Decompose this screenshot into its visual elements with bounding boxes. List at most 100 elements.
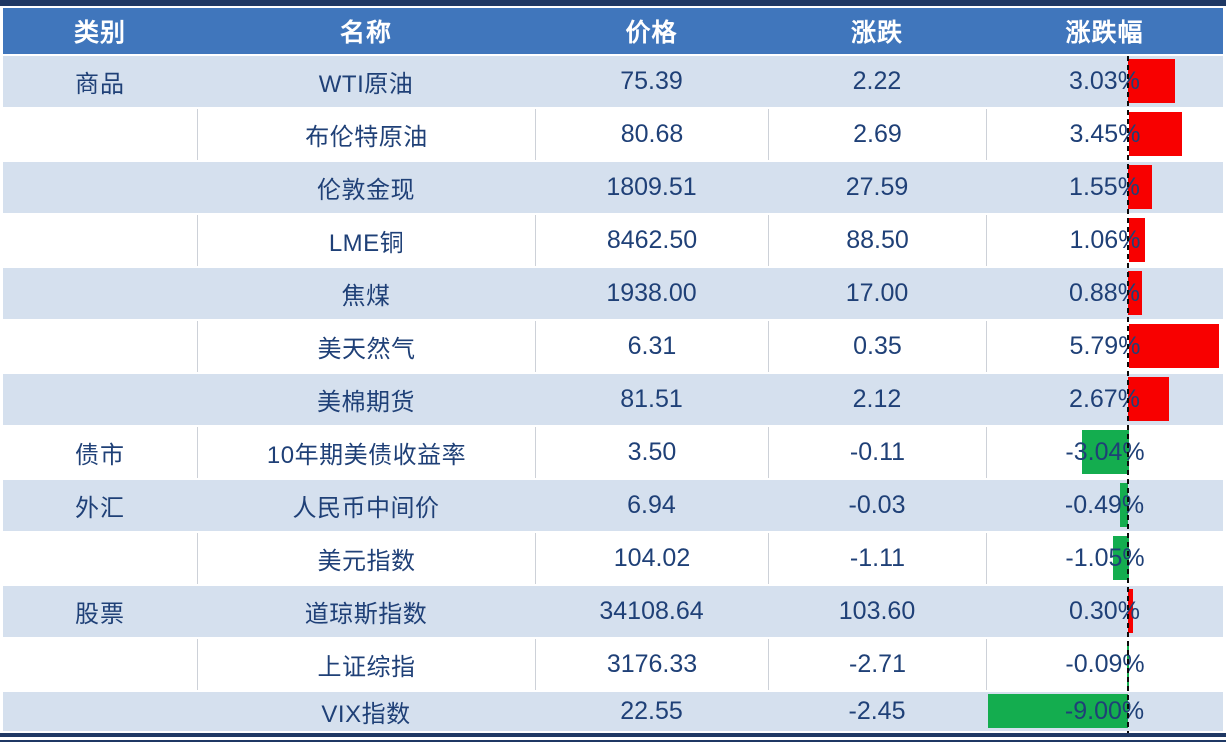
pct-value: 3.45%	[1069, 120, 1141, 148]
instrument-name: 上证综指	[317, 654, 416, 681]
name-cell: LME铜	[197, 215, 535, 266]
price-cell: 3176.33	[535, 639, 768, 690]
pct-value: 5.79%	[1069, 332, 1141, 360]
pct-value: 1.55%	[1069, 173, 1140, 201]
change-cell: 17.00	[768, 268, 986, 319]
change-value: -1.11	[849, 544, 906, 572]
name-cell: 人民币中间价	[197, 480, 535, 531]
instrument-name: WTI原油	[318, 71, 414, 98]
table-row: 债市 10年期美债收益率 3.50 -0.11 -3.04%	[3, 427, 1223, 480]
price-value: 80.68	[620, 120, 684, 148]
pct-value: -9.00%	[1064, 697, 1145, 725]
table-row: 美元指数 104.02 -1.11 -1.05%	[3, 533, 1223, 586]
table-row: LME铜 8462.50 88.50 1.06%	[3, 215, 1223, 268]
instrument-name: 焦煤	[341, 283, 391, 310]
price-value: 34108.64	[599, 597, 704, 625]
header-pct: 涨跌幅	[1065, 19, 1144, 47]
table-row: 外汇 人民币中间价 6.94 -0.03 -0.49%	[3, 480, 1223, 533]
pct-value: -1.05%	[1065, 544, 1145, 572]
change-cell: -2.71	[768, 639, 986, 690]
category-cell	[3, 692, 197, 731]
price-value: 75.39	[620, 67, 683, 95]
price-value: 1938.00	[606, 279, 697, 307]
table-row: 股票 道琼斯指数 34108.64 103.60 0.30%	[3, 586, 1223, 639]
table-body: 商品 WTI原油 75.39 2.22 3.03% 布伦特原油 80.68 2.…	[3, 56, 1223, 733]
change-cell: 0.35	[768, 321, 986, 372]
pct-value: -0.09%	[1065, 650, 1145, 678]
change-value: 2.69	[853, 120, 902, 148]
price-value: 104.02	[613, 544, 691, 572]
price-cell: 3.50	[535, 427, 768, 478]
change-data-bar	[1082, 430, 1129, 474]
change-value: 103.60	[838, 597, 916, 625]
name-cell: 美棉期货	[197, 374, 535, 425]
price-cell: 1809.51	[535, 162, 768, 213]
change-data-bar	[1129, 324, 1219, 368]
pct-cell: 3.03%	[986, 56, 1223, 107]
category-cell	[3, 162, 197, 213]
price-cell: 34108.64	[535, 586, 768, 637]
price-value: 3176.33	[606, 650, 698, 678]
price-cell: 104.02	[535, 533, 768, 584]
category-label: 商品	[75, 71, 125, 98]
change-cell: 2.12	[768, 374, 986, 425]
change-cell: 2.22	[768, 56, 986, 107]
category-cell	[3, 639, 197, 690]
name-cell: 伦敦金现	[197, 162, 535, 213]
change-value: -0.03	[848, 491, 906, 519]
pct-cell: 3.45%	[986, 109, 1223, 160]
category-cell: 股票	[3, 586, 197, 637]
price-value: 3.50	[627, 438, 677, 466]
price-cell: 8462.50	[535, 215, 768, 266]
zero-axis-dashed-line	[1127, 56, 1129, 733]
change-data-bar	[1129, 112, 1182, 156]
instrument-name: 道琼斯指数	[304, 601, 428, 628]
pct-value: 1.06%	[1069, 226, 1141, 254]
category-label: 外汇	[75, 495, 125, 522]
table-bottom-border-thick	[0, 733, 1226, 737]
pct-cell: -3.04%	[986, 427, 1223, 478]
pct-cell: -1.05%	[986, 533, 1223, 584]
instrument-name: VIX指数	[321, 701, 411, 728]
price-value: 6.94	[627, 491, 676, 519]
instrument-name: 美天然气	[317, 336, 416, 363]
table-row: 上证综指 3176.33 -2.71 -0.09%	[3, 639, 1223, 692]
name-cell: 10年期美债收益率	[197, 427, 535, 478]
change-cell: -2.45	[768, 692, 986, 731]
header-change: 涨跌	[850, 19, 903, 47]
price-cell: 80.68	[535, 109, 768, 160]
price-value: 22.55	[620, 697, 683, 725]
change-data-bar	[1128, 589, 1133, 633]
change-value: 2.22	[852, 67, 902, 95]
instrument-name: 人民币中间价	[292, 495, 440, 522]
table-row: 美棉期货 81.51 2.12 2.67%	[3, 374, 1223, 427]
change-value: 88.50	[846, 226, 909, 254]
header-category: 类别	[73, 19, 126, 47]
table-row: 布伦特原油 80.68 2.69 3.45%	[3, 109, 1223, 162]
category-cell	[3, 215, 197, 266]
change-cell: -0.11	[768, 427, 986, 478]
header-price: 价格	[625, 19, 678, 47]
pct-value: 0.88%	[1069, 279, 1140, 307]
table-bottom-border-thin	[0, 740, 1226, 742]
pct-value: -0.49%	[1064, 491, 1145, 519]
price-cell: 22.55	[535, 692, 768, 731]
pct-cell: 1.06%	[986, 215, 1223, 266]
change-cell: 27.59	[768, 162, 986, 213]
table-row: 商品 WTI原油 75.39 2.22 3.03%	[3, 56, 1223, 109]
pct-cell: -0.49%	[986, 480, 1223, 531]
change-data-bar	[1129, 218, 1145, 262]
pct-cell: 1.55%	[986, 162, 1223, 213]
change-value: -0.11	[849, 438, 906, 466]
market-table: 类别 名称 价格 涨跌 涨跌幅 商品 WTI原油 75.39 2.22 3.03…	[3, 8, 1223, 733]
pct-value: 0.30%	[1069, 597, 1140, 625]
change-value: 27.59	[845, 173, 909, 201]
price-cell: 81.51	[535, 374, 768, 425]
pct-cell: 2.67%	[986, 374, 1223, 425]
change-cell: 103.60	[768, 586, 986, 637]
change-value: 2.12	[852, 385, 902, 413]
pct-cell: -0.09%	[986, 639, 1223, 690]
price-value: 8462.50	[606, 226, 698, 254]
pct-cell: -9.00%	[986, 692, 1223, 731]
